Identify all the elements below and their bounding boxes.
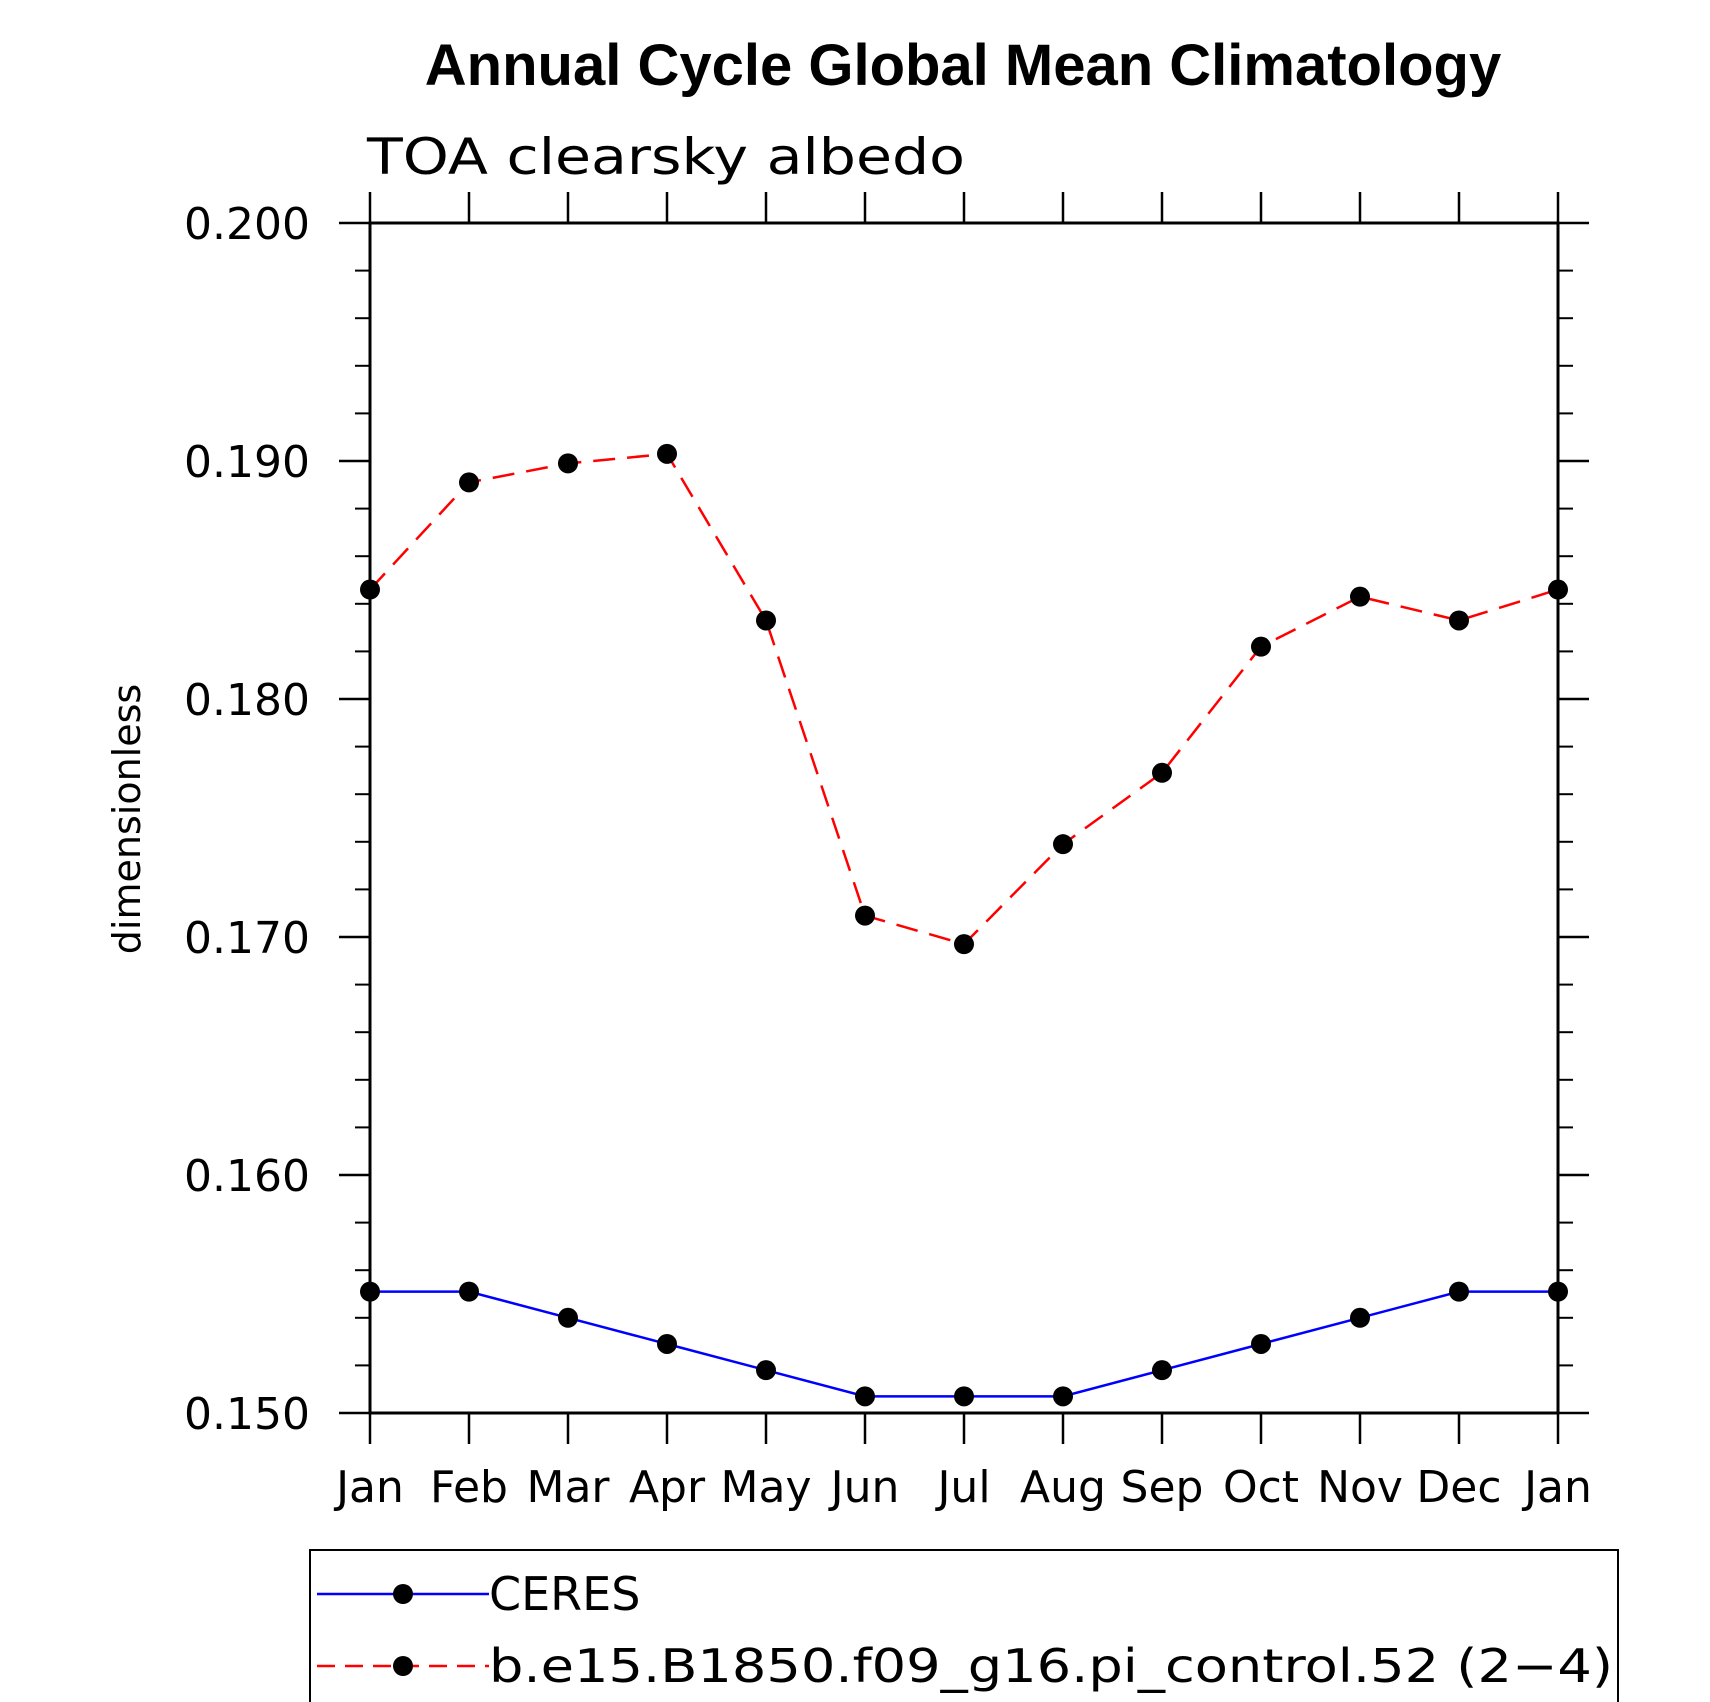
series-1-point-7: [1053, 834, 1073, 855]
x-tick-label-10: Nov: [1317, 1462, 1403, 1513]
legend-marker-ceres: [393, 1584, 413, 1604]
series-0-point-4: [756, 1360, 776, 1381]
legend-label-ceres: CERES: [489, 1567, 640, 1621]
series-0-point-9: [1251, 1333, 1271, 1354]
y-tick-label-4: 0.190: [184, 437, 310, 488]
y-tick-label-5: 0.200: [184, 199, 310, 250]
series-1-point-5: [855, 905, 875, 926]
series-1-point-3: [657, 443, 677, 464]
legend-label-model: b.e15.B1850.f09_g16.pi_control.52 (2−4): [489, 1639, 1613, 1693]
x-tick-label-8: Sep: [1121, 1462, 1204, 1513]
x-tick-label-3: Apr: [629, 1462, 706, 1513]
series-1-point-6: [954, 934, 974, 955]
series-1-point-2: [558, 453, 578, 474]
x-tick-label-4: May: [721, 1462, 812, 1513]
series-1-point-8: [1152, 762, 1172, 783]
series-0-point-3: [657, 1333, 677, 1354]
y-tick-labels: 0.150 0.160 0.170 0.180 0.190 0.200: [184, 199, 310, 1440]
chart-subtitle: TOA clearsky albedo: [366, 128, 965, 186]
legend: CERES b.e15.B1850.f09_g16.pi_control.52 …: [309, 1549, 1619, 1702]
series-line-0: [370, 1290, 1558, 1398]
x-tick-label-2: Mar: [526, 1462, 610, 1513]
series-0-point-1: [459, 1281, 479, 1302]
x-tick-label-1: Feb: [430, 1462, 508, 1513]
series-1-point-11: [1449, 610, 1469, 631]
series-line-1: [369, 452, 1559, 946]
x-tick-label-9: Oct: [1223, 1462, 1299, 1513]
series-0-point-6: [954, 1386, 974, 1407]
axis-ticks: [339, 192, 1589, 1444]
x-tick-label-5: Jun: [828, 1462, 900, 1513]
y-tick-label-0: 0.150: [184, 1389, 310, 1440]
legend-marker-model: [393, 1656, 413, 1676]
series-0-point-11: [1449, 1281, 1469, 1302]
legend-box: [309, 1549, 1619, 1702]
series-1-point-1: [459, 472, 479, 493]
series-1-point-10: [1350, 586, 1370, 607]
series-0-point-10: [1350, 1307, 1370, 1328]
x-tick-labels: Jan Feb Mar Apr May Jun Jul Aug Sep Oct Nov Dec Jan: [333, 1462, 1592, 1513]
x-tick-label-12: Jan: [1521, 1462, 1592, 1513]
series-1-point-9: [1251, 636, 1271, 657]
y-tick-label-2: 0.170: [184, 913, 310, 964]
series-0-point-5: [855, 1386, 875, 1407]
y-axis-label: dimensionless: [105, 684, 149, 954]
series-1-point-4: [756, 610, 776, 631]
series-0-point-7: [1053, 1386, 1073, 1407]
x-tick-label-6: Jul: [934, 1462, 990, 1513]
series-0-point-8: [1152, 1360, 1172, 1381]
series-0-point-2: [558, 1307, 578, 1328]
plot-frame: [368, 221, 1560, 1415]
y-tick-label-3: 0.180: [184, 675, 310, 726]
chart-title: Annual Cycle Global Mean Climatology: [425, 33, 1501, 98]
x-tick-label-11: Dec: [1416, 1462, 1501, 1513]
x-tick-label-7: Aug: [1020, 1462, 1106, 1513]
x-tick-label-0: Jan: [333, 1462, 404, 1513]
y-tick-label-1: 0.160: [184, 1151, 310, 1202]
series-layer: [360, 443, 1568, 1407]
